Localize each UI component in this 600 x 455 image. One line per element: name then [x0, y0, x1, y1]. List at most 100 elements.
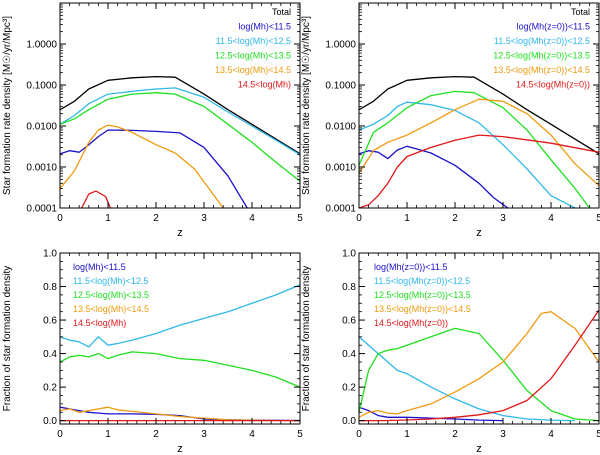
- legend-entry: 11.5<log(Mh)<12.5: [73, 276, 148, 286]
- y-tick-label: 0.8: [43, 282, 57, 293]
- y-tick-label: 0.0100: [325, 122, 356, 133]
- x-tick-label: 2: [153, 429, 159, 440]
- x-tick-label: 4: [249, 429, 255, 440]
- y-tick-label: 0.0100: [26, 122, 57, 133]
- x-tick-label: 3: [201, 213, 207, 224]
- series-line-2: [359, 145, 509, 208]
- legend-entry: 11.5<log(Mh(z=0))<12.5: [494, 36, 590, 46]
- x-tick-label: 2: [452, 213, 458, 224]
- series-line-3: [60, 87, 300, 156]
- x-tick-label: 3: [500, 213, 506, 224]
- series-line-1: [359, 75, 599, 155]
- chart-panel-4: 0 1 2 3 4 5 0.0 0.2 0.4 0.6 0.8 1.0 z Fraction of sta…: [301, 249, 600, 455]
- series-line-4: [60, 92, 300, 182]
- series-line-2: [60, 129, 248, 208]
- x-axis-label: z: [476, 227, 482, 239]
- x-tick-label: 3: [500, 429, 506, 440]
- y-tick-label: 0.2: [43, 383, 57, 394]
- y-tick-label: 1.0000: [26, 40, 57, 51]
- legend-entry: 14.5<log(Mh(z=0)): [516, 80, 590, 90]
- x-tick-label: 0: [57, 429, 63, 440]
- y-tick-label: 0.1000: [26, 81, 57, 92]
- x-axis-label: z: [476, 443, 482, 455]
- legend-entry: 12.5<log(Mh)<13.5: [215, 51, 291, 61]
- y-tick-label: 0.0: [43, 416, 57, 427]
- legend-entry: 13.5<log(Mh(z=0))<14.5: [493, 65, 590, 75]
- legend-entry: 13.5<log(Mh(z=0))<14.5: [374, 304, 471, 314]
- y-axis-label: Fraction of star formation density: [301, 266, 312, 412]
- legend-entry: 12.5<log(Mh(z=0))<13.5: [374, 290, 471, 300]
- series-line-1: [60, 75, 300, 155]
- plot-frame: [59, 252, 301, 425]
- chart-panel-2: 0 1 2 3 4 5 0.0001 0.0010 0.0100 0.1000 1.0000 z Sta…: [301, 2, 600, 239]
- legend-entry: 11.5<log(Mh)<12.5: [216, 36, 291, 46]
- series-line-3: [60, 351, 300, 388]
- series-line-1: [359, 406, 504, 422]
- x-tick-label: 5: [297, 429, 303, 440]
- y-axis-label: Star formation rate density [M☉/yr/Mpc³]: [2, 16, 13, 195]
- x-tick-label: 1: [105, 213, 111, 224]
- y-tick-label: 1.0: [342, 249, 356, 260]
- legend-entry: log(Mh(z=0))<11.5: [374, 262, 447, 272]
- x-tick-label: 2: [153, 213, 159, 224]
- y-tick-label: 0.0001: [325, 204, 356, 215]
- series-line-4: [359, 90, 590, 208]
- y-tick-label: 0.6: [43, 316, 57, 327]
- legend-entry: 11.5<log(Mh(z=0))<12.5: [374, 276, 470, 286]
- chart-panel-3: 0 1 2 3 4 5 0.0 0.2 0.4 0.6 0.8 1.0 z Fraction of sta…: [2, 249, 303, 455]
- series-line-6: [81, 190, 111, 208]
- plot-frame: [358, 2, 600, 209]
- legend-entry: Total: [571, 7, 590, 17]
- series-line-5: [60, 124, 224, 208]
- legend-entry: 13.5<log(Mh)<14.5: [73, 304, 149, 314]
- legend-entry: Total: [272, 7, 291, 17]
- x-tick-label: 4: [249, 213, 255, 224]
- plot-frame: [358, 252, 600, 425]
- y-tick-label: 0.1000: [325, 81, 356, 92]
- series-line-5: [359, 98, 599, 187]
- plot-frame: [59, 2, 301, 209]
- y-tick-label: 0.4: [43, 349, 57, 360]
- series-line-3: [359, 327, 599, 422]
- y-tick-label: 0.0: [342, 416, 356, 427]
- y-tick-label: 0.0001: [26, 204, 57, 215]
- legend-entry: log(Mh(z=0))<11.5: [517, 22, 590, 32]
- x-tick-label: 3: [201, 429, 207, 440]
- legend-entry: 14.5<log(Mh): [73, 318, 126, 328]
- x-tick-label: 1: [404, 213, 410, 224]
- series-line-3: [359, 101, 576, 208]
- y-tick-label: 0.0010: [325, 163, 356, 174]
- series-line-4: [60, 406, 300, 422]
- series-line-2: [60, 284, 300, 348]
- legend-entry: 12.5<log(Mh(z=0))<13.5: [493, 51, 590, 61]
- legend-entry: log(Mh)<11.5: [238, 22, 291, 32]
- legend-entry: 13.5<log(Mh)<14.5: [215, 65, 291, 75]
- legend-entry: 14.5<log(Mh): [238, 80, 291, 90]
- y-tick-label: 1.0000: [325, 40, 356, 51]
- legend-entry: 12.5<log(Mh)<13.5: [73, 290, 149, 300]
- x-axis-label: z: [177, 443, 183, 455]
- x-tick-label: 5: [596, 429, 600, 440]
- series-line-5: [359, 309, 599, 422]
- y-axis-label: Fraction of star formation density: [2, 266, 13, 412]
- x-tick-label: 0: [356, 213, 362, 224]
- y-tick-label: 0.0010: [26, 163, 57, 174]
- x-tick-label: 4: [548, 429, 554, 440]
- x-tick-label: 1: [404, 429, 410, 440]
- x-tick-label: 1: [105, 429, 111, 440]
- x-tick-label: 0: [356, 429, 362, 440]
- y-tick-label: 0.6: [342, 316, 356, 327]
- x-tick-label: 0: [57, 213, 63, 224]
- y-tick-label: 0.8: [342, 282, 356, 293]
- x-tick-label: 5: [596, 213, 600, 224]
- x-axis-label: z: [177, 227, 183, 239]
- series-line-6: [359, 134, 599, 208]
- x-tick-label: 2: [452, 429, 458, 440]
- chart-panel-1: 0 1 2 3 4 5 0.0001 0.0010 0.0100 0.1000 1.0000 z Sta…: [2, 2, 303, 239]
- y-tick-label: 0.4: [342, 349, 356, 360]
- y-tick-label: 0.2: [342, 383, 356, 394]
- legend-entry: log(Mh)<11.5: [73, 262, 126, 272]
- legend-entry: 14.5<log(Mh(z=0)): [374, 318, 448, 328]
- series-line-4: [359, 311, 599, 418]
- x-tick-label: 4: [548, 213, 554, 224]
